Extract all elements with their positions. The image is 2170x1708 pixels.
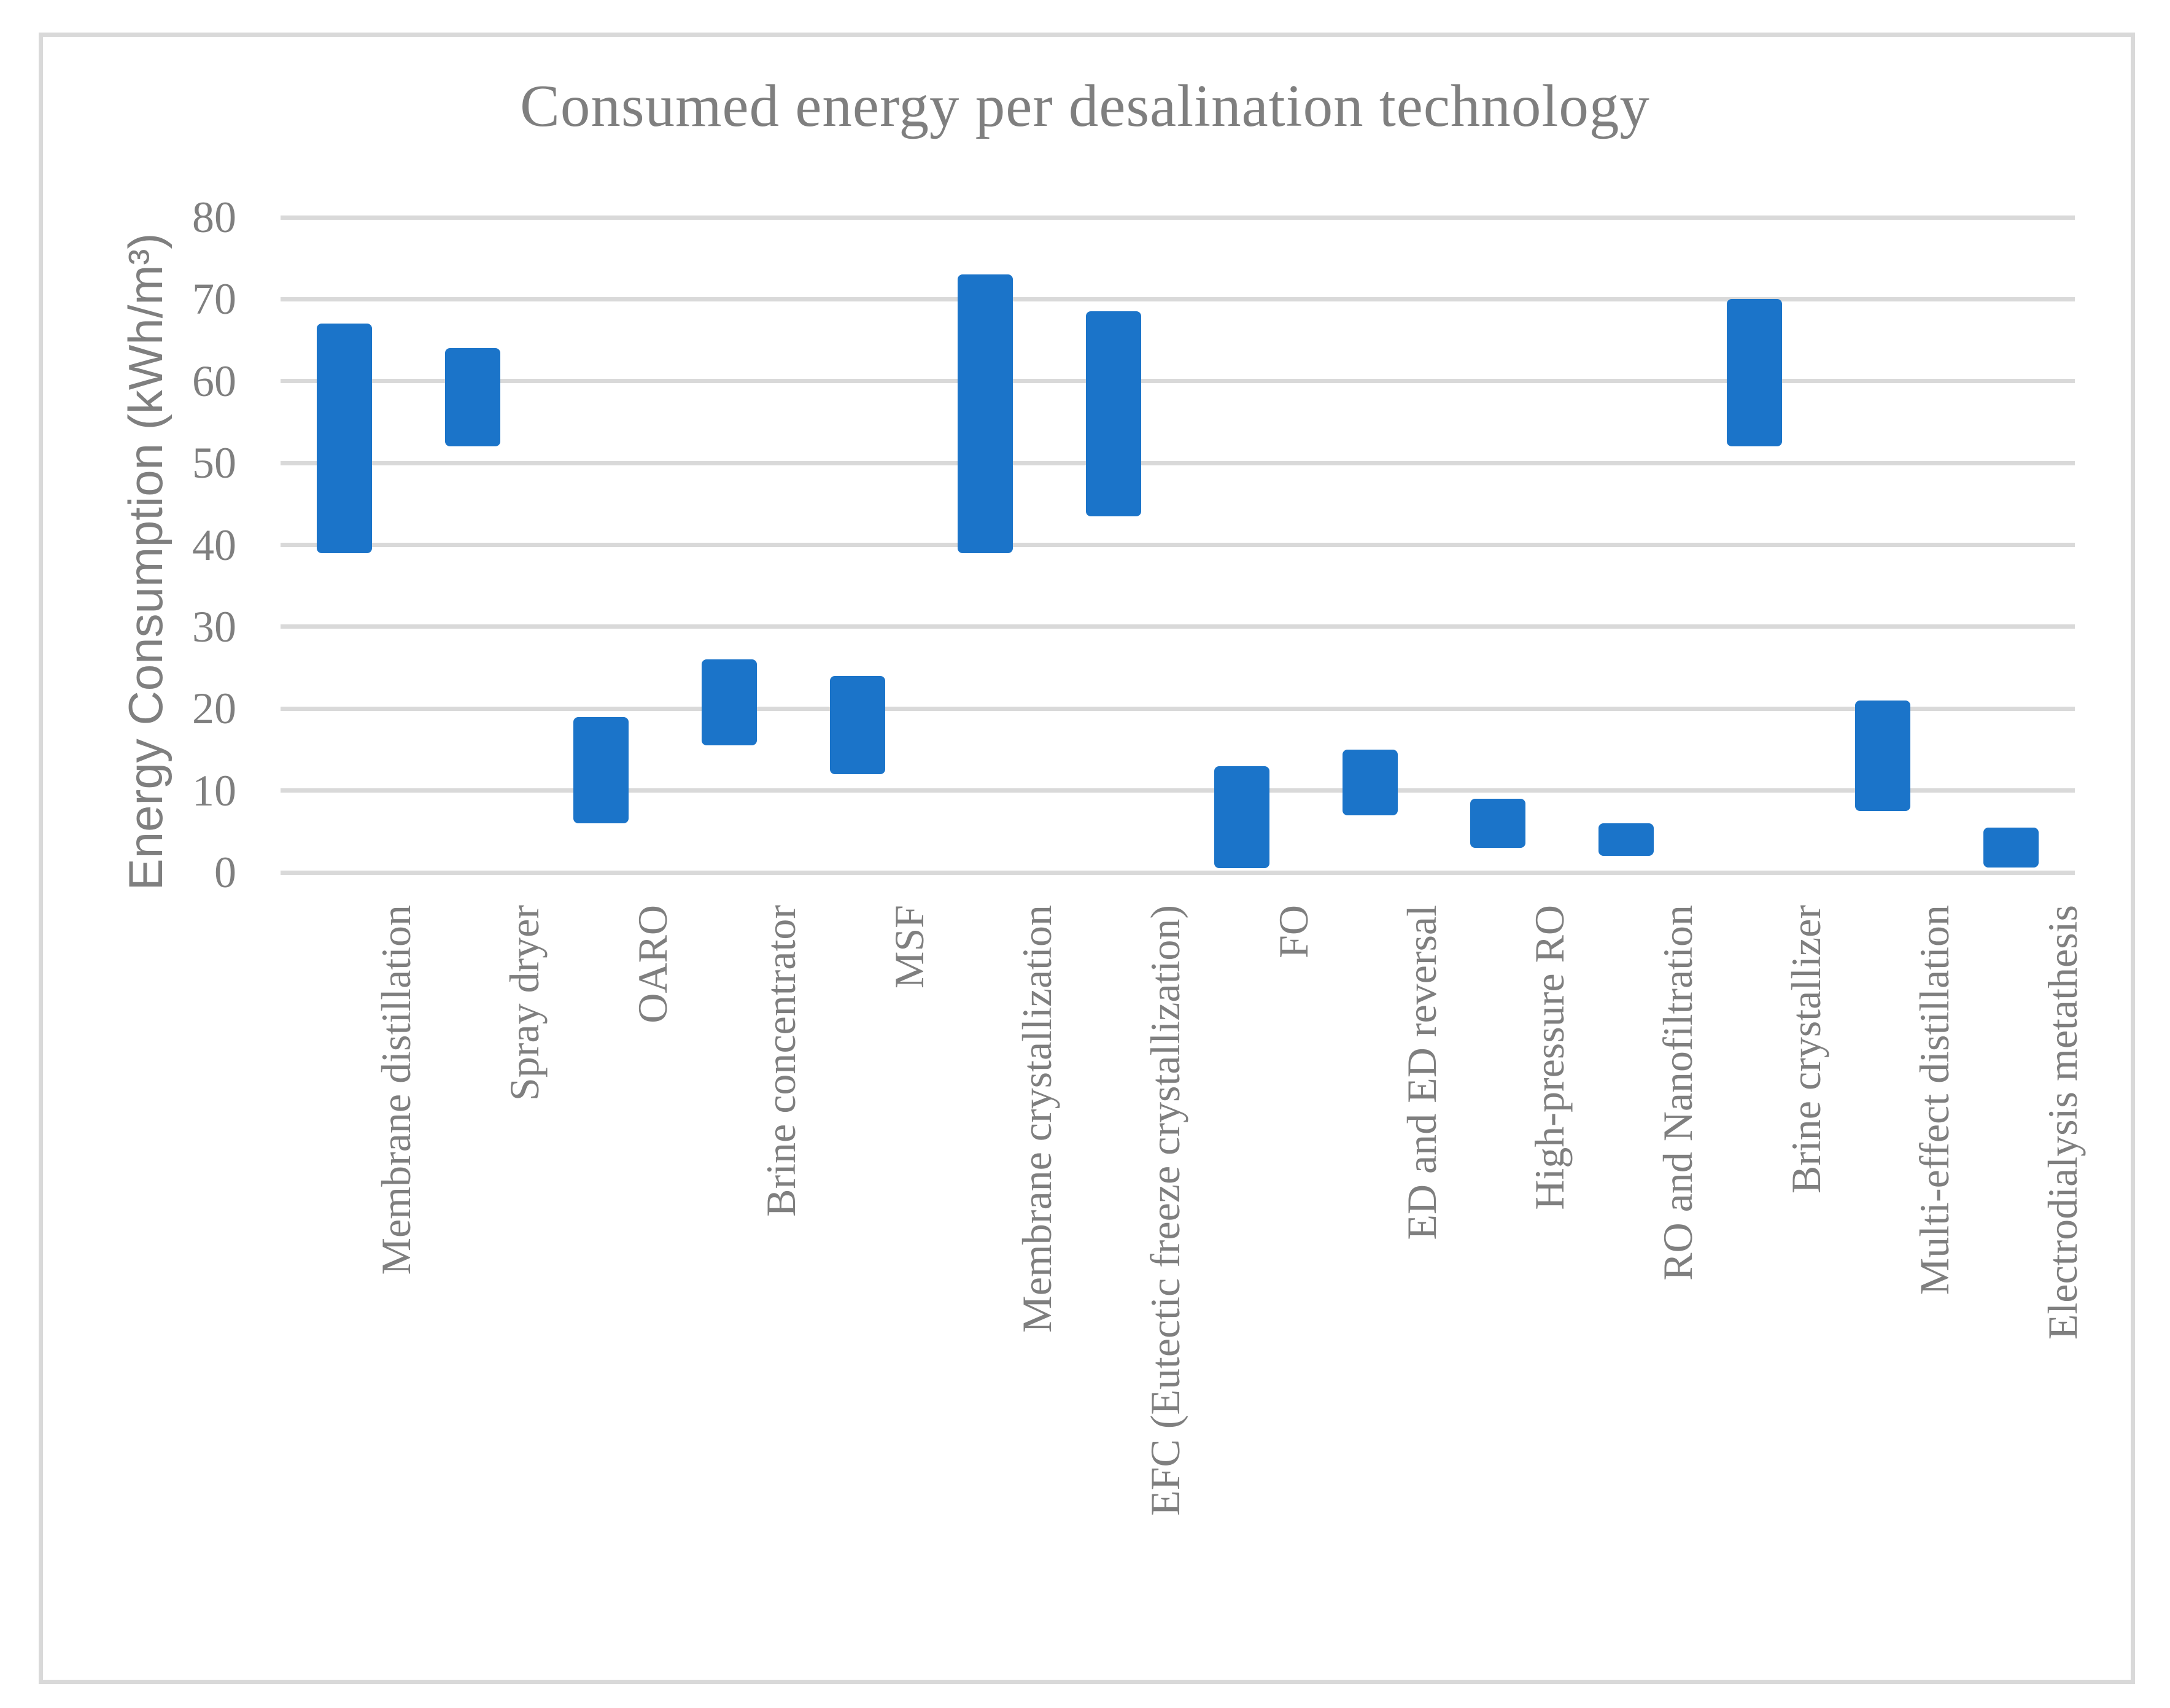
range-bar-ro-and-nanofiltration bbox=[1598, 823, 1654, 856]
category-label-oaro: OARO bbox=[629, 905, 676, 1023]
category-label-membrane-crystallization: Membrane crystallization bbox=[1013, 905, 1061, 1333]
category-label-spray-dryer: Spray dryer bbox=[501, 905, 548, 1101]
category-label-high-pressure-ro: High-pressure RO bbox=[1526, 905, 1573, 1210]
gridline-80 bbox=[281, 215, 2075, 220]
y-tick-label-0: 0 bbox=[214, 848, 236, 897]
category-label-ro-and-nanofiltration: RO and Nanofiltration bbox=[1654, 905, 1702, 1281]
category-label-brine-crystallizer: Brine crystallizer bbox=[1783, 905, 1830, 1194]
range-bar-membrane-distillation bbox=[317, 324, 373, 553]
range-bar-ed-and-ed-reversal bbox=[1342, 749, 1398, 815]
gridline-10 bbox=[281, 788, 2075, 793]
y-tick-label-70: 70 bbox=[192, 274, 236, 324]
category-label-brine-concentrator: Brine concentrator bbox=[757, 905, 804, 1217]
y-tick-label-40: 40 bbox=[192, 520, 236, 570]
gridline-70 bbox=[281, 297, 2075, 301]
range-bar-msf bbox=[829, 675, 885, 774]
range-bar-brine-concentrator bbox=[701, 659, 757, 746]
range-bar-electrodialysis-metathesis bbox=[1983, 827, 2039, 868]
range-bar-high-pressure-ro bbox=[1470, 798, 1526, 848]
category-label-multi-effect-distillation: Multi-effect distillation bbox=[1910, 905, 1958, 1295]
gridline-20 bbox=[281, 706, 2075, 711]
range-bar-spray-dryer bbox=[445, 348, 501, 447]
category-label-msf: MSF bbox=[885, 905, 932, 989]
y-tick-label-50: 50 bbox=[192, 438, 236, 488]
y-tick-label-60: 60 bbox=[192, 356, 236, 406]
y-tick-label-10: 10 bbox=[192, 766, 236, 815]
category-label-efc-eutectic-freeze-crystallization: EFC (Eutectic freeze crystallization) bbox=[1142, 905, 1189, 1516]
chart-title: Consumed energy per desalination technol… bbox=[520, 73, 1650, 139]
y-tick-label-30: 30 bbox=[192, 602, 236, 651]
range-bar-brine-crystallizer bbox=[1727, 299, 1783, 447]
category-label-electrodialysis-metathesis: Electrodialysis metathesis bbox=[2039, 905, 2086, 1340]
range-bar-efc-eutectic-freeze-crystallization bbox=[1086, 311, 1142, 516]
category-label-ed-and-ed-reversal: ED and ED reversal bbox=[1398, 905, 1445, 1240]
range-bar-membrane-crystallization bbox=[958, 274, 1013, 553]
gridline-0 bbox=[281, 870, 2075, 875]
range-bar-oaro bbox=[573, 716, 629, 823]
gridline-60 bbox=[281, 379, 2075, 384]
gridline-40 bbox=[281, 543, 2075, 547]
y-tick-label-20: 20 bbox=[192, 684, 236, 734]
chart-border-frame bbox=[39, 33, 2135, 1684]
category-label-fo: FO bbox=[1269, 905, 1317, 958]
range-bar-multi-effect-distillation bbox=[1854, 700, 1910, 811]
gridline-50 bbox=[281, 460, 2075, 465]
range-bar-fo bbox=[1214, 766, 1269, 869]
gridline-30 bbox=[281, 624, 2075, 629]
category-label-membrane-distillation: Membrane distillation bbox=[373, 905, 420, 1275]
y-tick-label-80: 80 bbox=[192, 193, 236, 242]
